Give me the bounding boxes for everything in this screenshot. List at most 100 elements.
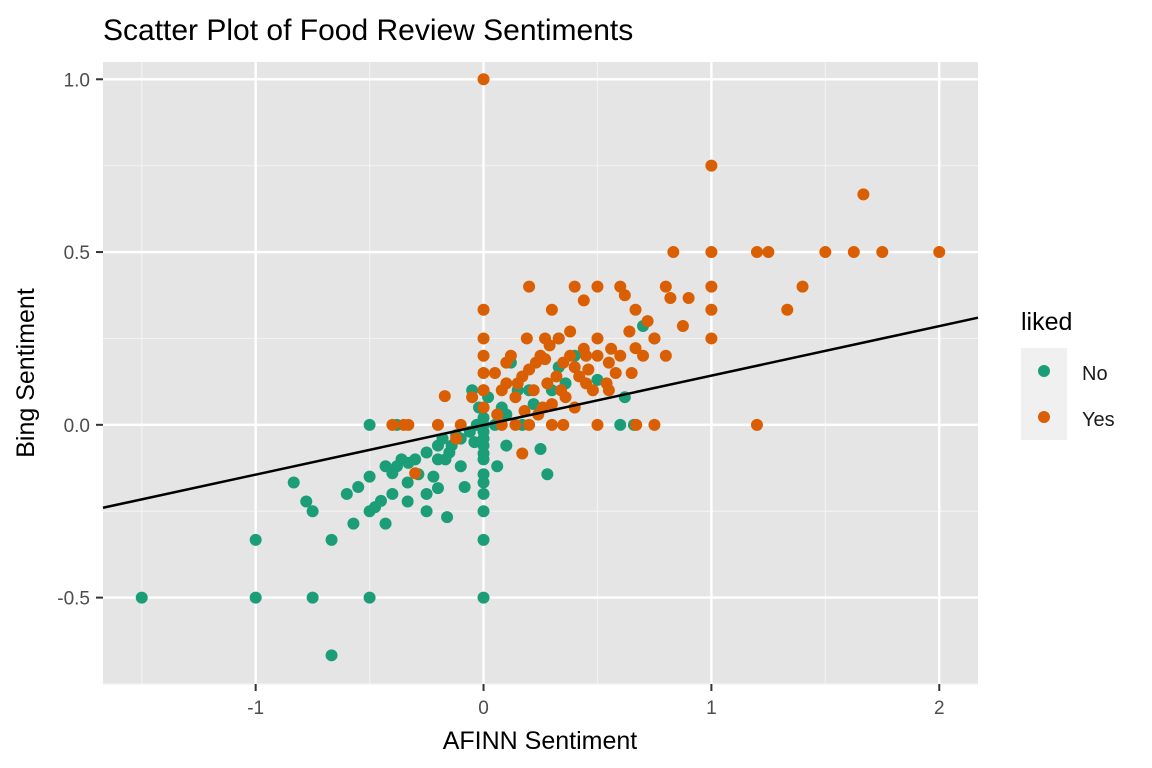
point-yes <box>511 377 524 390</box>
point-yes <box>857 188 870 201</box>
point-yes <box>623 325 636 338</box>
point-yes <box>488 367 501 379</box>
point-yes <box>705 332 718 345</box>
point-yes <box>500 356 513 369</box>
point-yes <box>705 159 718 172</box>
point-yes <box>477 384 490 397</box>
point-no <box>379 517 392 530</box>
point-yes <box>466 391 479 404</box>
point-yes <box>629 303 642 316</box>
y-tick-label: 1.0 <box>64 70 90 91</box>
point-no <box>477 591 490 604</box>
point-yes <box>705 303 718 316</box>
x-tick-label: 0 <box>478 698 489 719</box>
point-no <box>352 481 365 494</box>
point-yes <box>705 246 718 259</box>
point-yes <box>523 418 536 431</box>
point-yes <box>664 292 677 305</box>
point-yes <box>618 289 631 302</box>
point-no <box>500 408 513 421</box>
point-yes <box>781 303 794 316</box>
trend-line <box>102 316 979 509</box>
point-yes <box>450 432 463 445</box>
point-no <box>541 468 554 481</box>
point-no <box>491 460 504 473</box>
point-yes <box>582 363 595 376</box>
point-yes <box>682 292 695 305</box>
point-no <box>477 476 490 489</box>
point-yes <box>477 401 490 414</box>
point-yes <box>796 280 809 293</box>
point-no <box>477 505 490 518</box>
point-yes <box>555 384 568 397</box>
point-yes <box>933 246 946 259</box>
point-yes <box>568 280 581 293</box>
point-yes <box>847 246 860 259</box>
point-yes <box>477 303 490 316</box>
points-layer <box>135 73 946 662</box>
legend-key-no <box>1038 365 1050 377</box>
point-yes <box>750 418 763 431</box>
point-yes <box>409 467 422 480</box>
point-yes <box>568 361 581 374</box>
point-yes <box>602 356 615 369</box>
point-yes <box>545 303 558 316</box>
point-no <box>420 446 433 459</box>
point-yes <box>552 332 565 345</box>
point-yes <box>509 418 522 431</box>
point-yes <box>520 332 533 345</box>
point-yes <box>509 391 522 404</box>
point-no <box>386 487 399 500</box>
point-no <box>325 533 338 546</box>
point-yes <box>564 349 577 362</box>
legend-key-yes <box>1038 411 1050 423</box>
legend-title: liked <box>1021 308 1072 336</box>
point-yes <box>543 339 556 352</box>
point-yes <box>637 349 650 362</box>
point-no <box>135 591 148 604</box>
y-tick-label: 0.0 <box>64 416 90 437</box>
point-no <box>454 460 467 473</box>
point-no <box>306 591 319 604</box>
point-yes <box>577 294 590 307</box>
chart-title: Scatter Plot of Food Review Sentiments <box>103 14 633 47</box>
point-yes <box>762 246 775 259</box>
point-no <box>363 418 376 431</box>
y-tick-label: -0.5 <box>57 589 90 610</box>
point-no <box>614 418 627 431</box>
point-yes <box>477 349 490 362</box>
point-yes <box>641 315 654 328</box>
point-yes <box>629 342 642 355</box>
point-no <box>249 591 262 604</box>
point-yes <box>750 246 763 259</box>
x-tick-label: 2 <box>934 698 945 719</box>
point-no <box>527 398 540 411</box>
point-no <box>325 649 338 662</box>
point-yes <box>545 418 558 431</box>
point-yes <box>609 367 622 379</box>
point-no <box>477 468 490 481</box>
point-yes <box>477 367 490 379</box>
point-yes <box>557 418 570 431</box>
point-yes <box>523 280 536 293</box>
point-yes <box>491 408 504 421</box>
point-yes <box>431 418 444 431</box>
point-no <box>534 443 547 456</box>
x-axis-label: AFINN Sentiment <box>443 727 638 755</box>
y-axis: -0.5 0.0 0.5 1.0 <box>57 70 103 610</box>
x-tick-label: -1 <box>247 698 264 719</box>
point-yes <box>819 246 832 259</box>
point-no <box>468 436 481 449</box>
point-no <box>401 476 414 489</box>
point-no <box>374 494 387 507</box>
point-yes <box>705 280 718 293</box>
point-yes <box>667 246 680 259</box>
point-yes <box>438 390 451 403</box>
point-yes <box>625 367 638 379</box>
point-yes <box>564 325 577 338</box>
point-yes <box>545 398 558 411</box>
point-yes <box>630 418 643 431</box>
point-yes <box>648 332 661 345</box>
point-no <box>287 476 300 489</box>
point-no <box>591 373 604 386</box>
